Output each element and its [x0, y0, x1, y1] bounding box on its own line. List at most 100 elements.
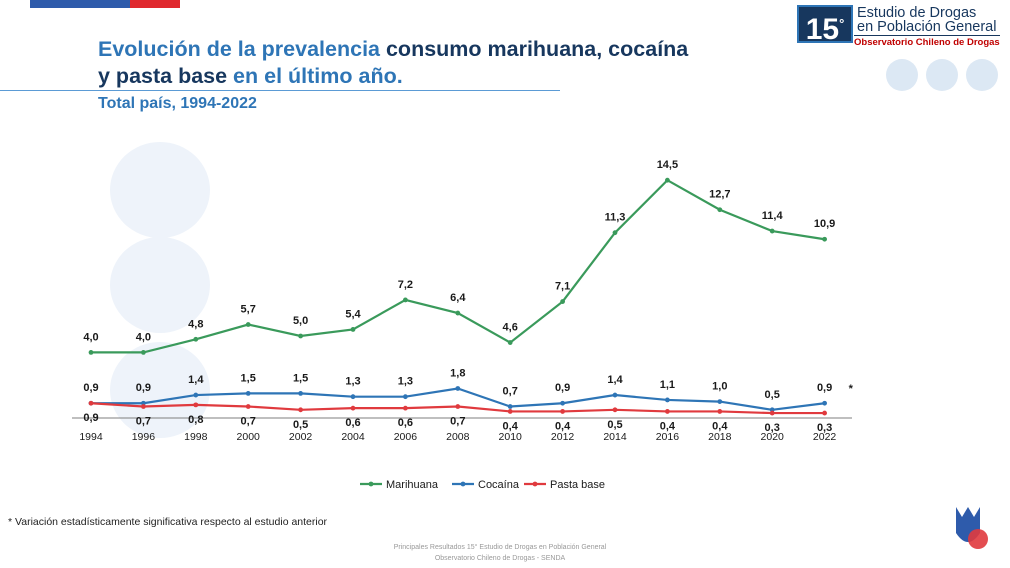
footer-line-1: Principales Resultados 15° Estudio de Dr… — [393, 544, 607, 551]
data-point — [455, 310, 461, 316]
slide-title: Evolución de la prevalencia consumo mari… — [98, 36, 798, 90]
data-label: 0,9 — [136, 382, 151, 394]
significance-marker: * — [849, 383, 854, 395]
data-point — [298, 391, 303, 396]
data-label: 4,0 — [83, 331, 98, 343]
data-point — [507, 404, 513, 409]
x-tick-label: 2010 — [499, 431, 523, 443]
data-point — [298, 407, 303, 413]
x-tick-label: 2000 — [237, 431, 261, 443]
legend-label: Marihuana — [386, 479, 439, 491]
decor-circle — [926, 59, 958, 91]
data-label: 0,7 — [241, 416, 256, 428]
data-label: 0,5 — [293, 419, 308, 431]
decor-blob — [110, 142, 210, 238]
footer-line-2: Observatorio Chileno de Drogas - SENDA — [434, 555, 566, 562]
data-point — [245, 404, 251, 409]
data-label: 5,4 — [345, 308, 361, 320]
x-tick-label: 2012 — [551, 431, 575, 443]
senda-logo-red — [968, 529, 988, 549]
data-point — [455, 404, 461, 409]
title-part-2: consumo marihuana, cocaína — [380, 37, 689, 61]
decor-blob — [110, 237, 210, 333]
x-tick-label: 2014 — [603, 431, 627, 443]
decor-blob — [110, 342, 210, 438]
data-label: 0,4 — [712, 420, 728, 432]
data-point — [141, 404, 146, 409]
x-tick-label: 2018 — [708, 431, 732, 443]
legend-marker — [368, 481, 374, 487]
data-point — [403, 297, 408, 303]
x-tick-label: 2002 — [289, 431, 313, 443]
title-divider — [0, 90, 560, 91]
flag-bar — [30, 0, 180, 8]
annotations: * — [849, 383, 854, 395]
data-point — [769, 228, 775, 234]
x-tick-label: 1996 — [132, 431, 156, 443]
data-point — [350, 327, 356, 332]
x-axis-ticks: 1994 1996 1998 2000 2002 2004 2006 2008 2010 2012… — [79, 431, 836, 443]
legend-label: Cocaína — [478, 479, 520, 491]
legend-marker — [460, 481, 466, 487]
data-label: 1,5 — [293, 372, 308, 384]
data-point — [350, 405, 356, 411]
flag-bar-red — [130, 0, 180, 8]
data-label: 0,6 — [398, 417, 413, 429]
data-labels: 4,0 4,0 4,8 5,7 5,0 5,4 7,2 6,4 4,6 7,1 11,3 14,5 12… — [83, 159, 835, 434]
data-point — [717, 207, 723, 213]
data-label: 0,4 — [555, 420, 571, 432]
data-point — [769, 407, 775, 413]
data-label: 1,4 — [188, 374, 204, 386]
data-label: 11,4 — [762, 210, 784, 222]
data-point — [193, 336, 199, 342]
data-label: 5,7 — [241, 304, 256, 316]
decorative-circles — [886, 59, 998, 91]
data-point — [822, 236, 827, 242]
data-label: 1,0 — [712, 381, 727, 393]
data-label: 0,5 — [765, 389, 780, 401]
data-point — [245, 391, 251, 396]
background-decoration — [110, 142, 210, 438]
data-label: 1,5 — [241, 372, 256, 384]
data-label: 12,7 — [709, 189, 730, 201]
data-point — [403, 405, 408, 411]
data-point — [141, 350, 146, 355]
slide-subtitle: Total país, 1994-2022 — [98, 95, 257, 112]
data-label: 0,3 — [765, 422, 780, 434]
logo-line-1: Estudio de Drogas — [857, 5, 977, 21]
data-label: 1,3 — [345, 376, 360, 388]
data-label: 0,9 — [817, 382, 832, 394]
data-point — [822, 410, 827, 416]
data-point — [665, 409, 670, 414]
x-tick-label: 2004 — [341, 431, 365, 443]
data-label: 7,2 — [398, 279, 413, 291]
data-point — [298, 333, 303, 339]
data-label: 5,0 — [293, 315, 308, 327]
data-label: 0,7 — [136, 416, 151, 428]
data-point — [141, 400, 146, 406]
senda-logo-icon — [956, 507, 988, 549]
data-point — [193, 392, 199, 398]
legend-label: Pasta base — [550, 479, 605, 491]
data-label: 10,9 — [814, 218, 835, 230]
legend-marker — [532, 481, 538, 487]
data-label: 0,9 — [83, 382, 98, 394]
data-label: 0,8 — [188, 414, 203, 426]
data-point — [88, 350, 94, 355]
data-point — [769, 410, 775, 416]
logo-line-2: en Población General — [857, 19, 997, 35]
x-tick-label: 1994 — [79, 431, 103, 443]
logo-number: 15 — [805, 13, 840, 46]
data-point — [88, 400, 94, 406]
data-point — [560, 409, 565, 414]
x-tick-label: 2006 — [394, 431, 418, 443]
data-point — [717, 399, 723, 404]
x-tick-label: 2016 — [656, 431, 680, 443]
data-label: 1,4 — [607, 374, 623, 386]
data-point — [612, 392, 618, 398]
legend: Marihuana Cocaína Pasta base — [360, 479, 605, 491]
data-point — [560, 400, 565, 406]
flag-bar-blue — [30, 0, 130, 8]
data-label: 6,4 — [450, 292, 466, 304]
data-label: 1,8 — [450, 367, 465, 379]
